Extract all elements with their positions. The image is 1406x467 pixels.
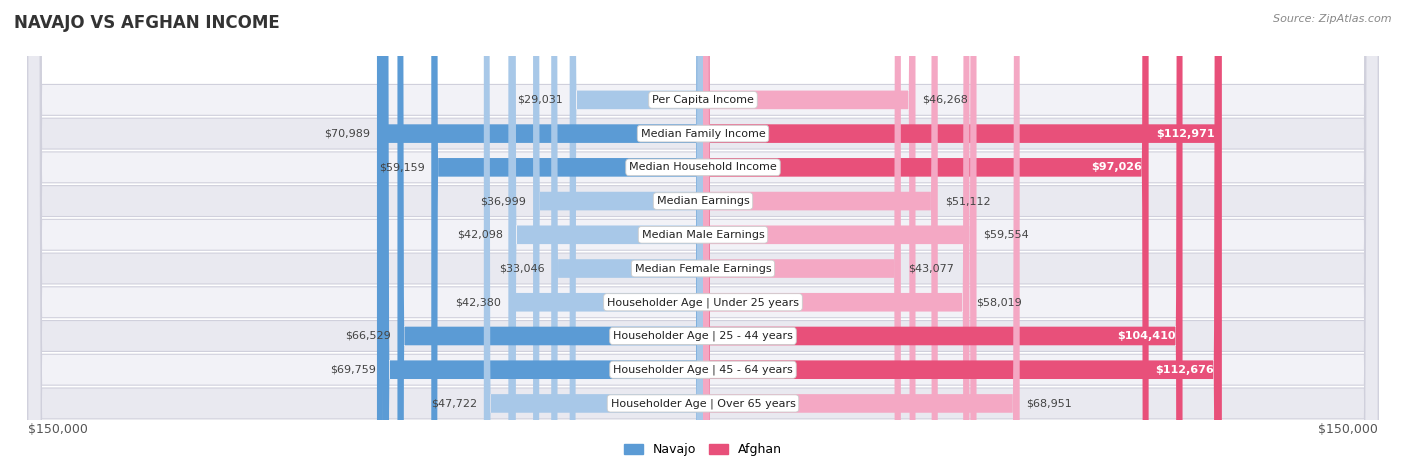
Text: Median Family Income: Median Family Income — [641, 128, 765, 139]
FancyBboxPatch shape — [509, 0, 703, 467]
FancyBboxPatch shape — [377, 0, 703, 467]
Text: $69,759: $69,759 — [330, 365, 375, 375]
Text: $42,098: $42,098 — [457, 230, 503, 240]
FancyBboxPatch shape — [509, 0, 703, 467]
Text: $70,989: $70,989 — [323, 128, 370, 139]
Text: $58,019: $58,019 — [976, 297, 1022, 307]
FancyBboxPatch shape — [28, 0, 1378, 467]
FancyBboxPatch shape — [28, 0, 1378, 467]
FancyBboxPatch shape — [432, 0, 703, 467]
Text: $104,410: $104,410 — [1118, 331, 1175, 341]
Text: $59,554: $59,554 — [983, 230, 1029, 240]
Text: $46,268: $46,268 — [922, 95, 969, 105]
Text: Median Household Income: Median Household Income — [628, 163, 778, 172]
FancyBboxPatch shape — [28, 0, 1378, 467]
FancyBboxPatch shape — [484, 0, 703, 467]
Text: Householder Age | Under 25 years: Householder Age | Under 25 years — [607, 297, 799, 307]
Text: Householder Age | 25 - 44 years: Householder Age | 25 - 44 years — [613, 331, 793, 341]
FancyBboxPatch shape — [703, 0, 1222, 467]
Text: $112,676: $112,676 — [1154, 365, 1213, 375]
Text: Householder Age | Over 65 years: Householder Age | Over 65 years — [610, 398, 796, 409]
FancyBboxPatch shape — [551, 0, 703, 467]
FancyBboxPatch shape — [28, 0, 1378, 467]
Text: $51,112: $51,112 — [945, 196, 990, 206]
Text: Median Earnings: Median Earnings — [657, 196, 749, 206]
Text: Source: ZipAtlas.com: Source: ZipAtlas.com — [1274, 14, 1392, 24]
FancyBboxPatch shape — [703, 0, 1149, 467]
Text: $43,077: $43,077 — [908, 263, 953, 274]
FancyBboxPatch shape — [382, 0, 703, 467]
Text: $36,999: $36,999 — [481, 196, 526, 206]
FancyBboxPatch shape — [703, 0, 901, 467]
Text: NAVAJO VS AFGHAN INCOME: NAVAJO VS AFGHAN INCOME — [14, 14, 280, 32]
Legend: Navajo, Afghan: Navajo, Afghan — [619, 439, 787, 461]
Text: $59,159: $59,159 — [378, 163, 425, 172]
FancyBboxPatch shape — [28, 0, 1378, 467]
FancyBboxPatch shape — [703, 0, 1019, 467]
FancyBboxPatch shape — [28, 0, 1378, 467]
FancyBboxPatch shape — [28, 0, 1378, 467]
FancyBboxPatch shape — [569, 0, 703, 467]
FancyBboxPatch shape — [703, 0, 938, 467]
FancyBboxPatch shape — [28, 0, 1378, 467]
Text: $33,046: $33,046 — [499, 263, 544, 274]
Text: Median Male Earnings: Median Male Earnings — [641, 230, 765, 240]
Text: $29,031: $29,031 — [517, 95, 562, 105]
Text: $112,971: $112,971 — [1156, 128, 1215, 139]
Text: Householder Age | 45 - 64 years: Householder Age | 45 - 64 years — [613, 364, 793, 375]
FancyBboxPatch shape — [703, 0, 1220, 467]
FancyBboxPatch shape — [28, 0, 1378, 467]
Text: $42,380: $42,380 — [456, 297, 502, 307]
FancyBboxPatch shape — [533, 0, 703, 467]
FancyBboxPatch shape — [703, 0, 977, 467]
FancyBboxPatch shape — [703, 0, 970, 467]
FancyBboxPatch shape — [703, 0, 1182, 467]
FancyBboxPatch shape — [28, 0, 1378, 467]
Text: $150,000: $150,000 — [28, 423, 87, 436]
Text: $150,000: $150,000 — [1319, 423, 1378, 436]
Text: Median Female Earnings: Median Female Earnings — [634, 263, 772, 274]
Text: $47,722: $47,722 — [430, 398, 477, 409]
Text: $97,026: $97,026 — [1091, 163, 1142, 172]
Text: Per Capita Income: Per Capita Income — [652, 95, 754, 105]
FancyBboxPatch shape — [398, 0, 703, 467]
Text: $66,529: $66,529 — [344, 331, 391, 341]
FancyBboxPatch shape — [703, 0, 915, 467]
Text: $68,951: $68,951 — [1026, 398, 1073, 409]
